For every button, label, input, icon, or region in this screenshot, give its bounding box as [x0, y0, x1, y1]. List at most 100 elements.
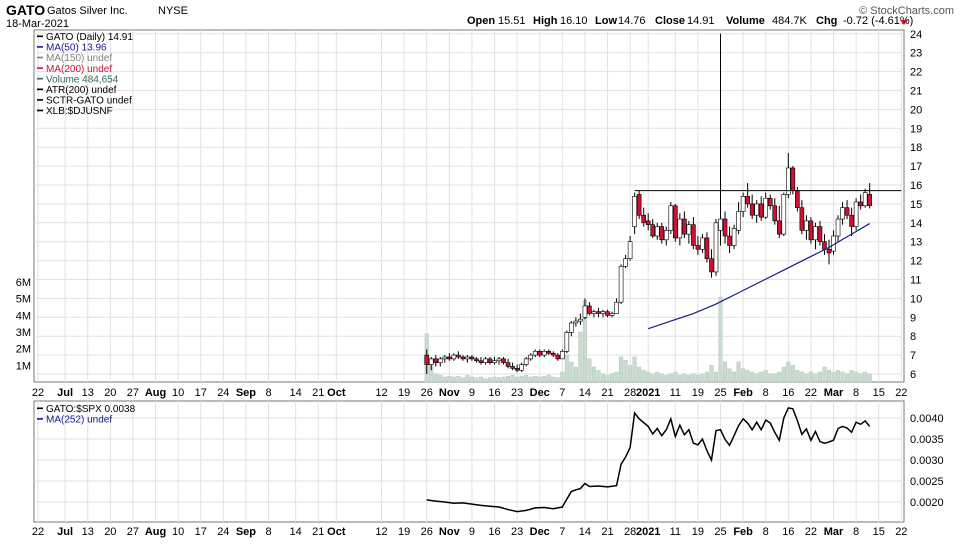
volume-bar — [790, 365, 795, 383]
legend-swatch — [37, 46, 43, 48]
x-tick-label: 20 — [104, 387, 116, 399]
candle-down — [795, 190, 800, 208]
volume-bar — [447, 375, 452, 383]
volume-bar — [854, 371, 859, 383]
candle-up — [677, 218, 683, 239]
x-tick-label: 8 — [763, 526, 769, 538]
volume-bar — [460, 377, 465, 383]
legend-swatch — [37, 67, 43, 69]
x-tick-label: 26 — [421, 526, 433, 538]
candle-up — [560, 351, 565, 360]
volume-bar — [668, 373, 673, 383]
ratio-y-tick-label: 0.0020 — [910, 497, 944, 509]
candle-down — [550, 352, 556, 356]
volume-bar — [515, 376, 520, 383]
legend-entry: SCTR-GATO undef — [46, 96, 132, 107]
candle-down — [817, 226, 823, 243]
volume-bar — [772, 373, 777, 383]
x-tick-label: 22 — [895, 387, 907, 399]
volume-bar — [637, 366, 642, 383]
candle-up — [564, 332, 570, 352]
ratio-y-tick-label: 0.0030 — [910, 455, 944, 467]
quote-value: -0.72 (-4.61%) — [843, 15, 913, 27]
x-tick-label: 13 — [82, 387, 94, 399]
candle-up — [736, 211, 741, 231]
x-tick-label: 21 — [601, 387, 613, 399]
x-tick-label: 22 — [805, 526, 817, 538]
x-tick-label: 16 — [488, 526, 500, 538]
x-tick-label: 2021 — [636, 526, 660, 538]
volume-bar — [501, 376, 506, 383]
candle-down — [555, 354, 561, 360]
x-tick-label: Oct — [327, 387, 346, 399]
candle-up — [428, 358, 434, 365]
x-tick-label: 21 — [312, 526, 324, 538]
volume-bar — [569, 361, 574, 383]
volume-bar — [433, 373, 438, 383]
volume-bar — [673, 371, 678, 383]
candle-up — [718, 218, 723, 231]
volume-bar — [478, 376, 483, 383]
x-tick-label: 23 — [511, 387, 523, 399]
volume-bar — [867, 373, 872, 383]
volume-bar — [732, 371, 737, 383]
volume-bar — [546, 375, 551, 383]
x-tick-label: 24 — [217, 526, 229, 538]
candle-up — [528, 354, 533, 360]
x-tick-label: Aug — [145, 526, 166, 538]
candle-down — [537, 351, 543, 356]
candle-up — [763, 197, 769, 218]
x-tick-label: 7 — [559, 387, 565, 399]
volume-bar — [619, 356, 624, 383]
axis-labels: 22 22 Jul Jul 13 13 20 20 27 27 Aug Aug 10 10 17 17 24 24… — [16, 29, 944, 538]
ratio-y-tick-label: 0.0040 — [910, 413, 944, 425]
x-tick-label: Oct — [327, 526, 346, 538]
volume-bar — [682, 373, 687, 383]
volume-bar — [497, 377, 502, 383]
volume-bar — [560, 371, 565, 383]
candle-down — [546, 351, 552, 354]
price-y-tick-label: 14 — [910, 218, 922, 230]
legend-entry: MA(200) undef — [46, 64, 112, 75]
quote-value: 484.7K — [772, 15, 808, 27]
x-tick-label: 25 — [714, 526, 726, 538]
x-tick-label: 24 — [217, 387, 229, 399]
volume-bar — [506, 375, 511, 383]
candle-down — [596, 311, 601, 314]
candle-up — [862, 192, 868, 207]
volume-bar — [718, 296, 723, 383]
price-y-tick-label: 11 — [910, 275, 921, 287]
volume-bar — [840, 371, 845, 383]
candle-down — [867, 193, 872, 206]
candle-down — [487, 358, 493, 363]
volume-bar — [813, 373, 818, 383]
volume-bar — [492, 376, 497, 383]
x-tick-label: 9 — [469, 387, 475, 399]
price-y-tick-label: 6 — [910, 369, 916, 381]
volume-bar — [822, 366, 827, 383]
candle-up — [483, 358, 488, 363]
candle-down — [758, 203, 764, 218]
exchange-label: NYSE — [158, 5, 188, 17]
ratio-series — [426, 407, 871, 513]
volume-bar — [691, 373, 696, 383]
candle-down — [858, 201, 863, 207]
x-tick-label: 16 — [782, 387, 794, 399]
legend-entry: MA(252) undef — [46, 415, 112, 426]
volume-bars — [424, 296, 872, 383]
price-y-tick-label: 8 — [910, 331, 916, 343]
x-tick-label: 28 — [624, 387, 636, 399]
volume-bar — [827, 370, 832, 383]
candle-up — [609, 313, 615, 316]
candle-down — [691, 224, 696, 246]
price-overlays — [634, 190, 902, 330]
brand-label[interactable]: © StockCharts.com — [859, 5, 954, 17]
candle-down — [673, 205, 678, 239]
volume-bar — [537, 376, 542, 383]
x-tick-label: 14 — [290, 387, 302, 399]
legend-entry: GATO:$SPX 0.0038 — [46, 404, 136, 415]
volume-bar — [664, 375, 669, 383]
candle-down — [749, 203, 755, 216]
quote-value: 14.76 — [618, 15, 646, 27]
